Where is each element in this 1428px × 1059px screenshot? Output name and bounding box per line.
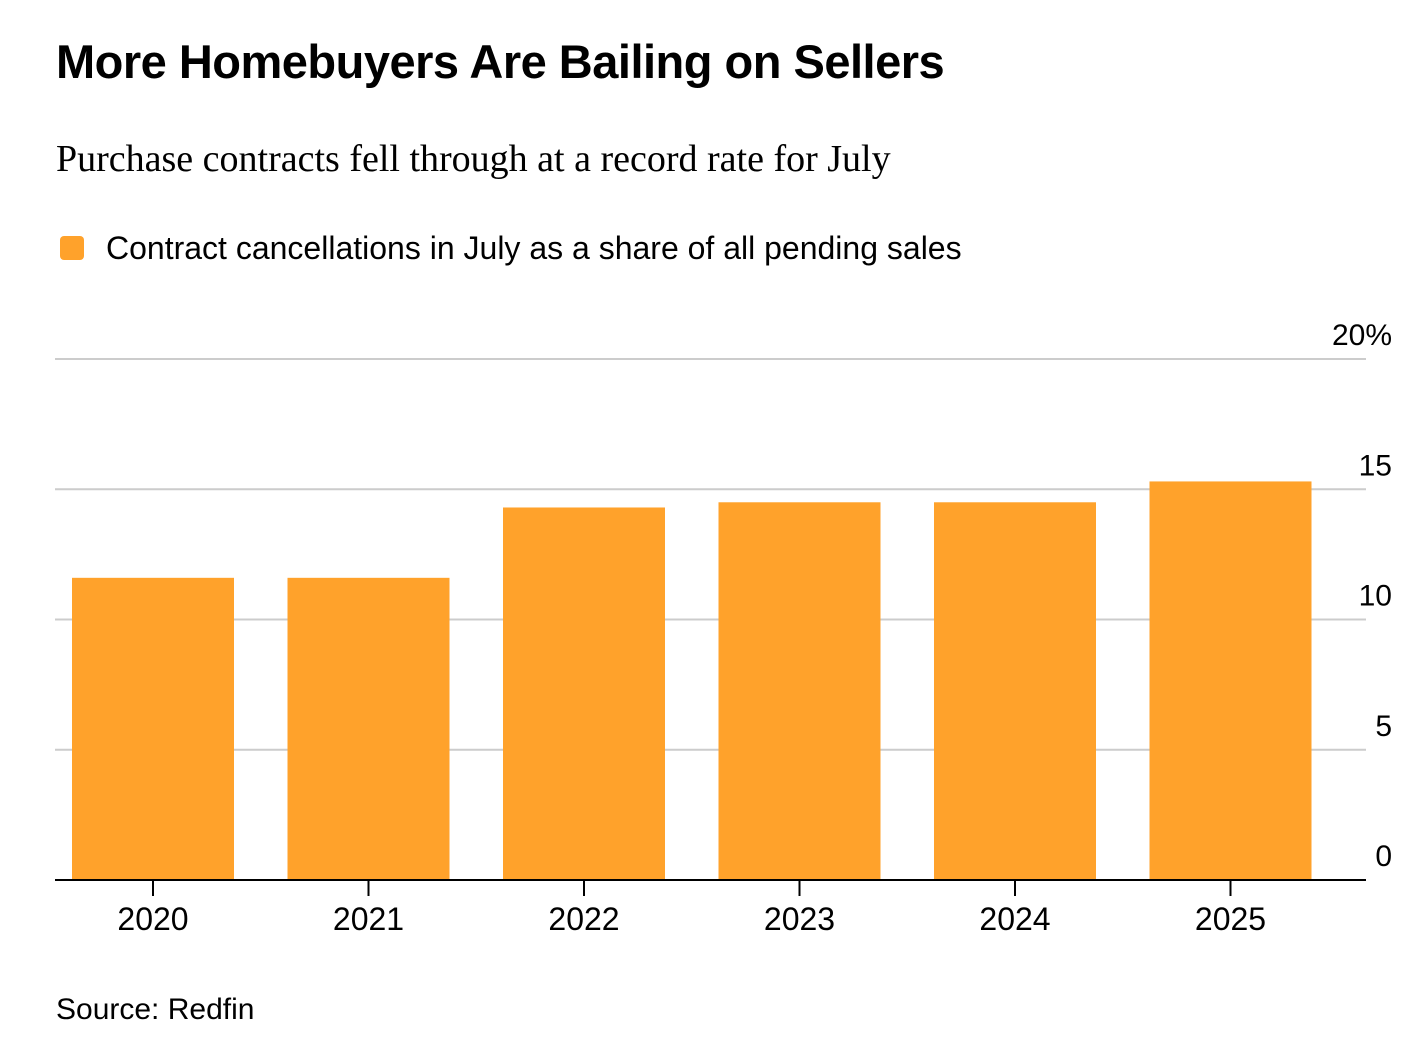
- bar-chart: 0 5 10 15 20% 2020 2021 2022 2023 2024 2025: [55, 319, 1392, 937]
- bar-2020: [72, 577, 234, 880]
- bar-2023: [718, 502, 881, 880]
- bar-2021: [287, 577, 450, 880]
- x-tick-label: 2022: [548, 901, 619, 937]
- bars: [72, 481, 1312, 880]
- chart-title: More Homebuyers Are Bailing on Sellers: [56, 35, 945, 88]
- y-tick-label: 15: [1359, 449, 1392, 482]
- x-tick-label: 2020: [117, 901, 188, 937]
- y-axis-tick-labels: 0 5 10 15 20%: [1332, 319, 1392, 873]
- legend-swatch: [60, 236, 84, 260]
- y-tick-label: 0: [1375, 840, 1392, 873]
- legend-label: Contract cancellations in July as a shar…: [106, 230, 962, 266]
- y-tick-label: 5: [1375, 710, 1392, 743]
- legend: Contract cancellations in July as a shar…: [60, 226, 962, 270]
- x-tick-label: 2023: [764, 901, 835, 937]
- bar-2024: [934, 502, 1096, 880]
- chart-subtitle: Purchase contracts fell through at a rec…: [56, 138, 891, 180]
- source-note: Source: Redfin: [56, 993, 255, 1026]
- x-axis-tick-labels: 2020 2021 2022 2023 2024 2025: [117, 901, 1266, 937]
- x-tick-label: 2025: [1195, 901, 1266, 937]
- y-tick-label: 10: [1359, 580, 1392, 613]
- x-tick-label: 2024: [979, 901, 1050, 937]
- x-tick-label: 2021: [333, 901, 404, 937]
- y-tick-label: 20%: [1332, 319, 1392, 352]
- gridlines: [55, 358, 1366, 751]
- x-axis: [55, 879, 1366, 896]
- bar-2022: [503, 507, 665, 880]
- bar-2025: [1149, 481, 1312, 880]
